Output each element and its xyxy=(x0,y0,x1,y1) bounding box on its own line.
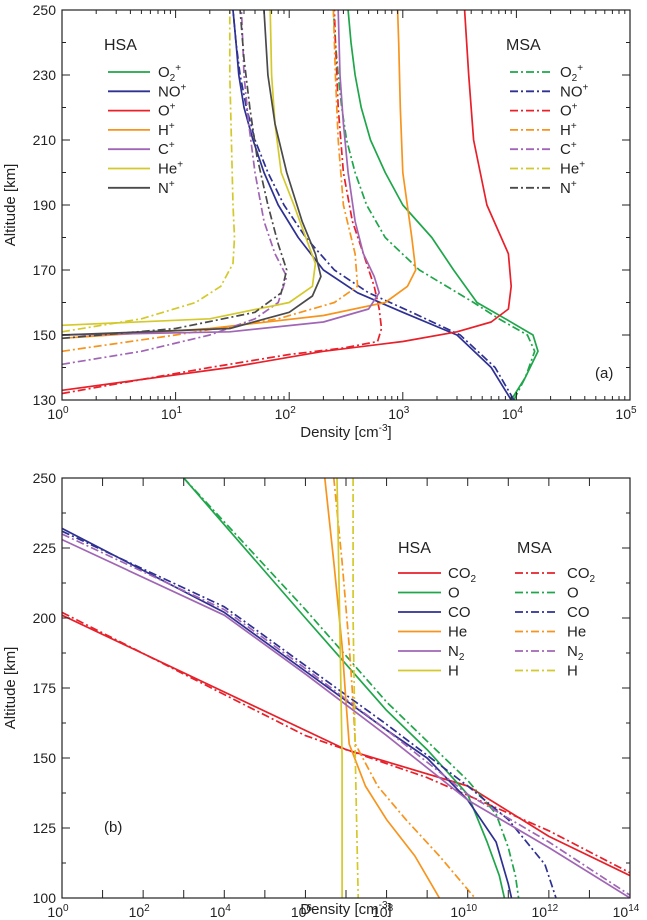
y-tick-label: 150 xyxy=(33,750,57,766)
legend-label-hsa: CO xyxy=(448,604,471,621)
x-axis-label: Density [cm-3] xyxy=(300,423,391,441)
x-tick-label: 105 xyxy=(615,405,637,422)
plot-frame xyxy=(61,9,631,401)
legend-label-hsa: NO+ xyxy=(158,82,187,100)
panel-b: 100 102 104 106 108 1010 1012 1014 100 125 150 175 2… xyxy=(2,470,640,920)
panel-label: (b) xyxy=(104,819,122,836)
x-tick-label: 104 xyxy=(502,405,524,422)
series-line-msa-3 xyxy=(62,10,359,353)
legend-title-hsa: HSA xyxy=(104,37,137,54)
legend-label-hsa: He xyxy=(448,624,467,641)
series-line-msa-6 xyxy=(62,10,288,340)
y-tick-label: 210 xyxy=(33,132,57,148)
legend-label-msa: NO+ xyxy=(560,82,589,100)
x-tick-label: 103 xyxy=(388,405,410,422)
legend-title-hsa: HSA xyxy=(398,540,431,557)
x-tick-label: 108 xyxy=(372,903,394,920)
series-line-hsa-3 xyxy=(62,10,417,340)
legend-label-msa: He+ xyxy=(560,160,585,178)
x-tick-label: 1014 xyxy=(613,903,640,920)
series-line-hsa-2 xyxy=(62,10,513,392)
series-line-msa-2 xyxy=(62,530,557,898)
series-line-hsa-1 xyxy=(232,10,512,400)
series-line-msa-2 xyxy=(62,10,383,395)
legend-label-hsa: C+ xyxy=(158,140,175,158)
legend-label-hsa: O xyxy=(448,585,460,602)
x-tick-label: 106 xyxy=(291,903,313,920)
series-line-hsa-4 xyxy=(62,10,381,336)
y-tick-label: 190 xyxy=(33,197,57,213)
y-tick-label: 250 xyxy=(33,2,57,18)
series-line-msa-4 xyxy=(62,10,288,366)
legend-label-msa: O+ xyxy=(560,102,578,120)
legend-title-msa: MSA xyxy=(517,540,552,557)
legend-label-msa: O2+ xyxy=(560,63,583,84)
legend-label-msa: H xyxy=(567,663,578,680)
y-tick-label: 170 xyxy=(33,262,57,278)
legend-label-msa: N+ xyxy=(560,179,577,197)
x-axis-label: Density [cm-3] xyxy=(300,900,391,918)
legend-label-hsa: He+ xyxy=(158,160,183,178)
series-line-hsa-4 xyxy=(62,538,630,898)
y-tick-label: 200 xyxy=(33,610,57,626)
series-line-hsa-5 xyxy=(62,10,317,327)
y-tick-label: 230 xyxy=(33,67,57,83)
series-line-hsa-0 xyxy=(62,614,630,877)
x-tick-label: 101 xyxy=(161,405,183,422)
legend-label-hsa: CO2 xyxy=(448,565,477,585)
legend-label-msa: O xyxy=(567,585,579,602)
legend-label-hsa: N+ xyxy=(158,179,175,197)
series-line-msa-5 xyxy=(352,478,360,898)
x-tick-label: 102 xyxy=(129,903,151,920)
legend-label-msa: C+ xyxy=(560,140,577,158)
y-tick-label: 250 xyxy=(33,470,57,486)
x-tick-label: 1010 xyxy=(450,903,477,920)
panel-label: (a) xyxy=(595,365,613,382)
legend-label-msa: He xyxy=(567,624,586,641)
legend-label-msa: CO2 xyxy=(567,565,596,585)
y-tick-label: 225 xyxy=(33,540,57,556)
series-lines xyxy=(62,478,630,898)
series-lines xyxy=(62,10,539,400)
series-line-msa-5 xyxy=(62,10,236,333)
legend-label-hsa: O2+ xyxy=(158,63,181,84)
series-line-hsa-5 xyxy=(336,478,343,898)
series-line-msa-0 xyxy=(332,10,536,400)
legend-label-msa: H+ xyxy=(560,121,577,139)
legend-label-hsa: O+ xyxy=(158,102,176,120)
y-tick-label: 100 xyxy=(33,890,57,906)
legend-label-msa: CO xyxy=(567,604,590,621)
y-tick-label: 150 xyxy=(33,327,57,343)
legend-label-hsa: N2 xyxy=(448,643,465,663)
series-line-msa-4 xyxy=(62,533,630,896)
series-line-hsa-2 xyxy=(62,527,513,898)
x-tick-label: 100 xyxy=(47,405,69,422)
legend-label-msa: N2 xyxy=(567,643,584,663)
legend-label-hsa: H xyxy=(448,663,459,680)
series-line-hsa-0 xyxy=(347,10,539,400)
x-tick-label: 102 xyxy=(275,405,297,422)
series-line-hsa-3 xyxy=(323,478,441,898)
y-tick-label: 175 xyxy=(33,680,57,696)
series-line-msa-3 xyxy=(332,478,476,898)
panel-a: 100 101 102 103 104 105 130 150 170 190 210 230 250 D… xyxy=(2,2,637,441)
legend-label-hsa: H+ xyxy=(158,121,175,139)
series-line-hsa-1 xyxy=(183,478,506,898)
y-tick-label: 125 xyxy=(33,820,57,836)
y-axis-label: Altitude [km] xyxy=(2,647,19,730)
series-line-msa-1 xyxy=(232,10,515,400)
y-axis-label: Altitude [km] xyxy=(2,164,19,247)
legend-title-msa: MSA xyxy=(506,37,541,54)
series-line-msa-1 xyxy=(183,478,520,898)
x-tick-label: 1012 xyxy=(532,903,559,920)
x-tick-label: 104 xyxy=(210,903,232,920)
y-tick-label: 130 xyxy=(33,392,57,408)
series-line-msa-0 xyxy=(62,611,630,874)
x-tick-label: 100 xyxy=(47,903,69,920)
series-line-hsa-6 xyxy=(62,10,322,336)
